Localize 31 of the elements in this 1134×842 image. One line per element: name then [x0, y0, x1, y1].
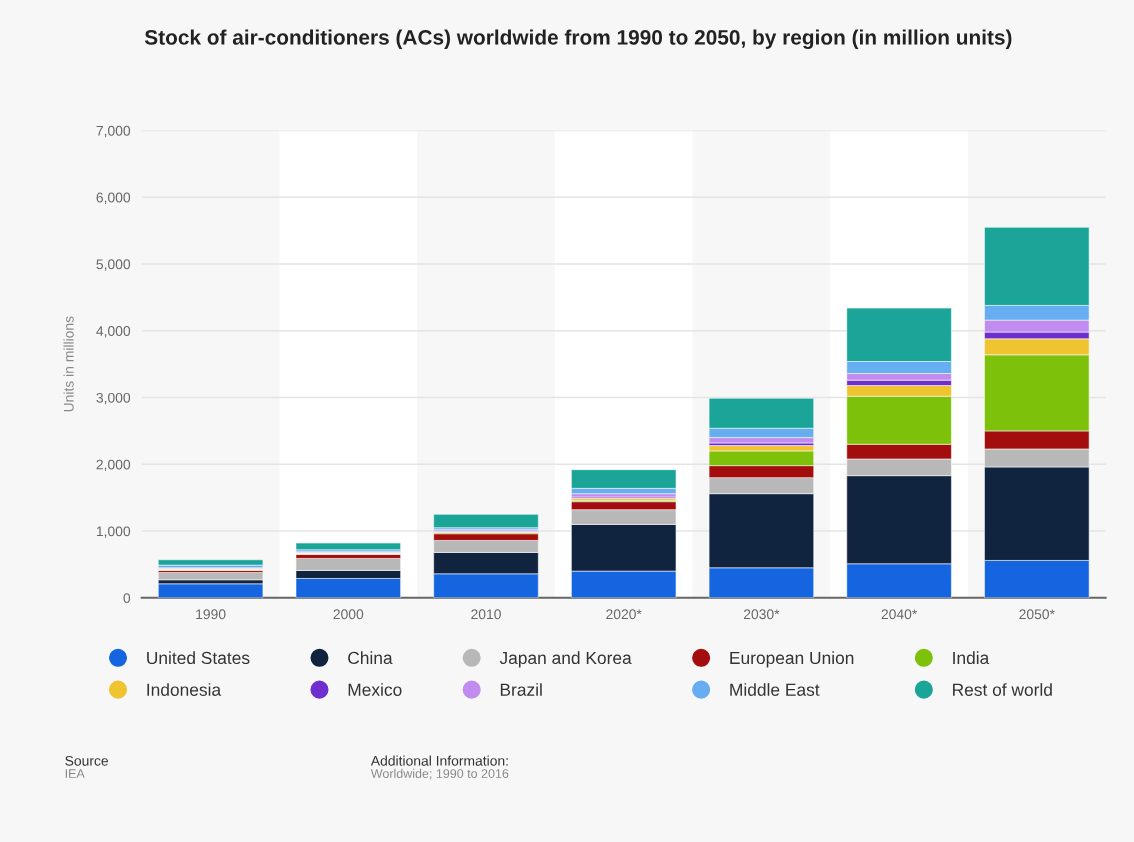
text: Source [65, 755, 109, 766]
x-tick-label: 2050* [1019, 609, 1055, 620]
x-tick-label: 2020* [606, 609, 642, 620]
y-tick-label: 1,000 [96, 526, 131, 538]
y-tick-label: 3,000 [96, 392, 131, 405]
legend-label: China [348, 651, 393, 665]
legend-label: Indonesia [147, 683, 222, 696]
y-tick-label: 4,000 [96, 326, 131, 338]
x-tick-label: 2040* [881, 609, 918, 620]
y-tick-label: 7,000 [96, 125, 131, 138]
text: Additional Information: [370, 755, 508, 766]
legend-label: Mexico [348, 683, 402, 696]
y-tick-label: 0 [123, 593, 131, 603]
legend-label: India [953, 651, 990, 665]
text: IEA [65, 769, 85, 778]
x-tick-label: 2000 [333, 609, 364, 620]
y-tick-label: 5,000 [96, 259, 131, 271]
x-tick-label: 1990 [196, 609, 226, 620]
y-tick-label: 2,000 [96, 459, 131, 472]
legend-label: Japan and Korea [499, 651, 632, 668]
x-tick-label: 2010 [471, 609, 501, 620]
legend-label: Rest of world [953, 683, 1052, 696]
y-tick-label: 6,000 [96, 192, 131, 205]
legend-label: United States [147, 651, 250, 665]
x-tick-label: 2030* [743, 609, 780, 620]
y-axis-title: Units in millions [63, 316, 74, 412]
legend-label: European Union [730, 651, 854, 668]
legend-label: Brazil [500, 683, 542, 696]
chart-title: Stock of air-conditioners (ACs) worldwide from 1990 to 2050, by region (in million units) [144, 29, 1012, 49]
legend-label: Middle East [730, 683, 820, 696]
text: Worldwide; 1990 to 2016 [370, 768, 509, 780]
